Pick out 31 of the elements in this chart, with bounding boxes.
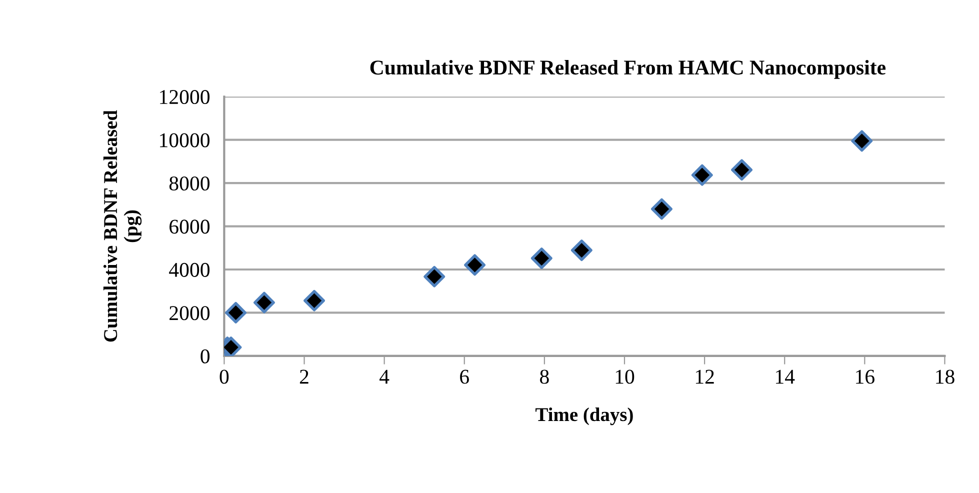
x-tick-label: 2 [300, 370, 308, 384]
y-tick-label: 10000 [160, 133, 210, 148]
chart-title: Cumulative BDNF Released From HAMC Nanocomposite [370, 60, 886, 79]
point [731, 159, 752, 181]
point [570, 240, 592, 261]
x-tick-label: 12 [696, 370, 714, 384]
y-tick-label: 12000 [160, 90, 210, 104]
point [464, 254, 486, 276]
y-tick-label: 8000 [169, 176, 210, 190]
point [691, 164, 713, 186]
y-tick-label: 0 [200, 349, 210, 364]
point [851, 130, 873, 152]
x-tick-label: 6 [460, 370, 469, 384]
x-tick-label: 14 [776, 370, 795, 384]
x-tick-label: 16 [856, 370, 874, 384]
x-axis-title: Time (days) [536, 407, 633, 426]
x-tick-label: 4 [380, 370, 390, 384]
y-axis-title: Cumulative BDNF Released (pg) [103, 110, 142, 342]
point [651, 198, 672, 220]
x-tick-label: 0 [220, 370, 229, 384]
x-tick-label: 18 [936, 370, 954, 384]
point [424, 266, 446, 288]
x-tick-label: 10 [616, 370, 634, 384]
y-tick-label: 6000 [170, 220, 210, 234]
y-tick-label: 2000 [170, 306, 210, 320]
point [304, 290, 325, 312]
x-tick-label: 8 [540, 370, 549, 384]
point [225, 302, 247, 324]
point [254, 292, 275, 314]
y-tick-label: 4000 [169, 262, 210, 277]
point [530, 248, 552, 269]
